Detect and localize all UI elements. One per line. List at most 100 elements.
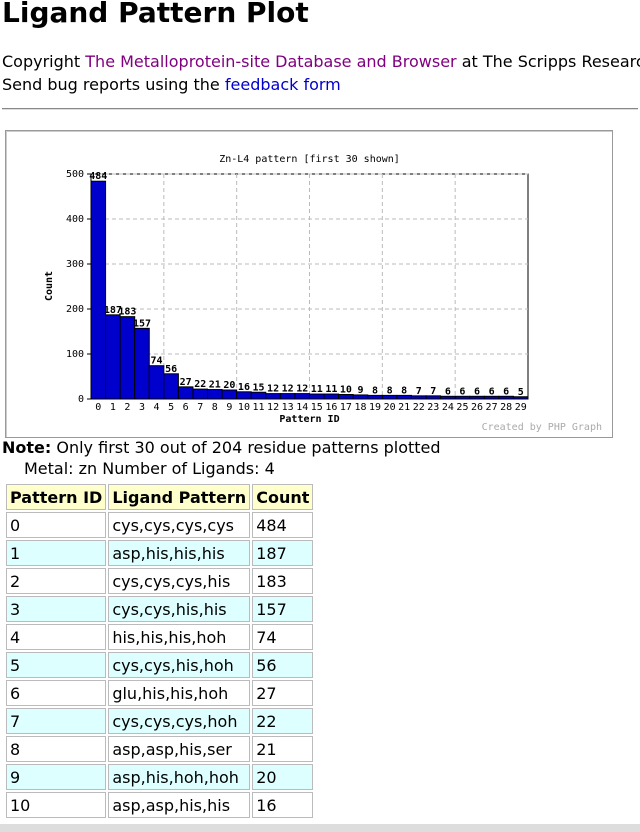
value-label: 12 — [296, 384, 308, 395]
bar — [236, 391, 252, 400]
text: Copyright — [2, 52, 81, 71]
bar — [512, 396, 529, 400]
ligand-cell: glu,his,his,hoh — [108, 680, 251, 706]
divider — [2, 108, 638, 110]
x-tick-label: 8 — [212, 402, 218, 413]
text: Send bug reports using the — [2, 75, 220, 94]
link[interactable]: feedback form — [224, 75, 341, 94]
x-tick-label: 28 — [500, 402, 512, 413]
table-row: 0 cys,cys,cys,cys 484 — [6, 512, 314, 538]
value-label: 20 — [223, 380, 235, 391]
bar — [221, 389, 238, 400]
x-tick-label: 22 — [413, 402, 425, 413]
credit: Created by PHP Graph — [482, 422, 602, 433]
x-tick-label: 11 — [252, 402, 264, 413]
value-label: 7 — [430, 386, 436, 397]
bar — [134, 327, 150, 400]
pattern-id-cell: 4 — [6, 624, 107, 650]
chart-frame: Zn-L4 pattern [first 30 shown] 0 100 200 300… — [5, 130, 613, 438]
value-label: 484 — [89, 171, 107, 182]
x-tick-label: 2 — [124, 402, 130, 413]
x-tick-label: 29 — [515, 402, 527, 413]
pattern-id-cell: 5 — [6, 652, 107, 678]
link[interactable]: The Metalloprotein-site Database and Bro… — [85, 52, 457, 71]
table-row: 10 asp,asp,his,his 16 — [6, 792, 314, 818]
note-text: Only first 30 out of 204 residue pattern… — [56, 438, 441, 457]
x-tick-label: 1 — [110, 402, 116, 413]
x-tick-label: 4 — [154, 402, 160, 413]
ligand-cell: asp,asp,his,his — [108, 792, 251, 818]
x-tick-label: 9 — [226, 402, 232, 413]
pattern-id-cell: 3 — [6, 596, 107, 622]
bar — [163, 373, 179, 400]
header-cell: Pattern ID — [6, 484, 107, 510]
value-label: 11 — [325, 384, 337, 395]
ligand-cell: asp,his,his,his — [108, 540, 251, 566]
table-row: 3 cys,cys,his,his 157 — [6, 596, 314, 622]
value-label: 8 — [387, 385, 393, 396]
value-label: 10 — [340, 385, 352, 396]
y-tick-label: 100 — [66, 349, 84, 360]
ligand-cell: asp,his,hoh,hoh — [108, 764, 251, 790]
table-row: 4 his,his,his,hoh 74 — [6, 624, 314, 650]
page-title: Ligand Pattern Plot — [2, 0, 309, 29]
bar — [207, 389, 223, 400]
value-label: 16 — [238, 382, 250, 393]
x-tick-label: 21 — [398, 402, 410, 413]
count-cell: 21 — [252, 736, 314, 762]
x-tick-label: 12 — [267, 402, 279, 413]
x-tick-label: 3 — [139, 402, 145, 413]
value-label: 183 — [118, 307, 136, 318]
count-cell: 74 — [252, 624, 314, 650]
value-label: 8 — [372, 385, 378, 396]
header-cell: Ligand Pattern — [108, 484, 251, 510]
header-row: Pattern ID Ligand Pattern Count — [6, 484, 314, 510]
value-label: 6 — [474, 386, 480, 397]
table-row: 1 asp,his,his,his 187 — [6, 540, 314, 566]
x-tick-label: 14 — [296, 402, 308, 413]
value-label: 11 — [311, 384, 323, 395]
ligand-cell: asp,asp,his,ser — [108, 736, 251, 762]
text: at The Scripps Research — [461, 52, 640, 71]
note-label: Note: — [2, 438, 52, 457]
chart: Zn-L4 pattern [first 30 shown]0100200300… — [44, 154, 602, 433]
x-tick-label: 6 — [183, 402, 189, 413]
x-tick-label: 27 — [486, 402, 498, 413]
y-tick-label: 200 — [66, 304, 84, 315]
y-tick-label: 500 — [66, 169, 84, 180]
value-label: 15 — [252, 382, 264, 393]
value-label: 8 — [401, 385, 407, 396]
x-tick-label: 13 — [282, 402, 294, 413]
value-label: 157 — [133, 318, 151, 329]
x-tick-label: 5 — [168, 402, 174, 413]
ligand-cell: his,his,his,hoh — [108, 624, 251, 650]
x-tick-label: 24 — [442, 402, 454, 413]
x-tick-label: 23 — [427, 402, 439, 413]
x-tick-label: 26 — [471, 402, 483, 413]
bar — [148, 365, 165, 400]
value-label: 74 — [151, 356, 163, 367]
ligand-cell: cys,cys,cys,his — [108, 568, 251, 594]
value-label: 187 — [104, 305, 122, 316]
x-axis-label: Pattern ID — [279, 414, 339, 425]
y-tick-label: 300 — [66, 259, 84, 270]
copyright-line: Copyright The Metalloprotein-site Databa… — [2, 52, 640, 71]
x-tick-label: 18 — [354, 402, 366, 413]
value-label: 6 — [503, 386, 509, 397]
x-tick-label: 20 — [384, 402, 396, 413]
pattern-id-cell: 6 — [6, 680, 107, 706]
header-cell: Count — [252, 484, 314, 510]
y-axis-label: Count — [44, 271, 55, 301]
bar — [192, 388, 209, 400]
pattern-id-cell: 9 — [6, 764, 107, 790]
pattern-id-cell: 8 — [6, 736, 107, 762]
x-tick-label: 17 — [340, 402, 352, 413]
count-cell: 22 — [252, 708, 314, 734]
count-cell: 16 — [252, 792, 314, 818]
count-cell: 56 — [252, 652, 314, 678]
table-row: 8 asp,asp,his,ser 21 — [6, 736, 314, 762]
x-tick-label: 0 — [95, 402, 101, 413]
x-tick-label: 19 — [369, 402, 381, 413]
bar — [250, 391, 267, 400]
value-label: 6 — [445, 386, 451, 397]
